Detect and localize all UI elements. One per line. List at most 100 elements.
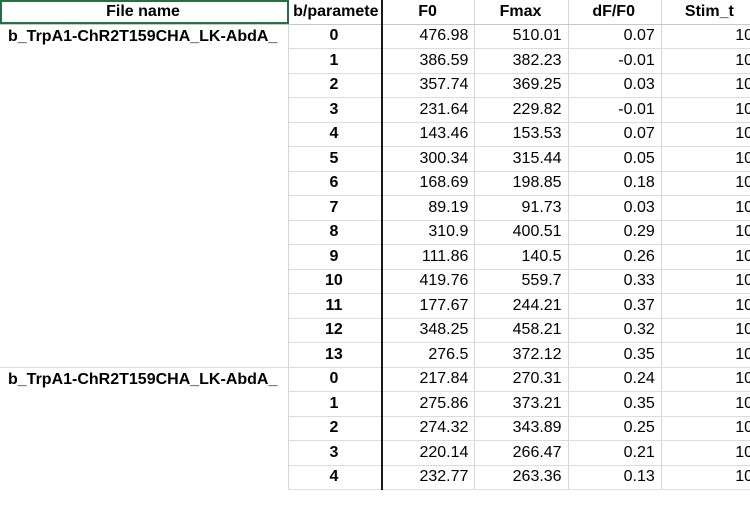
cell-df-f0[interactable]: 0.37 xyxy=(568,293,662,319)
cell-df-f0[interactable]: 0.07 xyxy=(568,122,662,147)
cell-stim-t[interactable]: 10 xyxy=(661,465,750,490)
cell-fmax[interactable]: 458.21 xyxy=(474,318,569,343)
cell-df-f0[interactable]: 0.07 xyxy=(568,24,662,49)
cell-parameter[interactable]: 0 xyxy=(288,367,383,392)
cell-parameter[interactable]: 1 xyxy=(288,391,383,417)
cell-parameter[interactable]: 8 xyxy=(288,220,383,245)
cell-f0[interactable]: 220.14 xyxy=(381,440,476,466)
cell-fmax[interactable]: 263.36 xyxy=(474,465,569,490)
cell-df-f0[interactable]: 0.05 xyxy=(568,146,662,172)
cell-fmax[interactable]: 91.73 xyxy=(474,195,569,221)
cell-fmax[interactable]: 315.44 xyxy=(474,146,569,172)
cell-f0[interactable]: 177.67 xyxy=(381,293,476,319)
cell-file-name[interactable]: b_TrpA1-ChR2T159CHA_LK-AbdA_ xyxy=(0,23,290,49)
cell-file-name[interactable] xyxy=(0,391,290,416)
cell-f0[interactable]: 143.46 xyxy=(381,122,476,147)
cell-file-name[interactable] xyxy=(0,465,290,490)
cell-fmax[interactable]: 153.53 xyxy=(474,122,569,147)
cell-fmax[interactable]: 372.12 xyxy=(474,342,569,368)
cell-file-name[interactable] xyxy=(0,318,290,343)
cell-stim-t[interactable]: 10 xyxy=(661,367,750,392)
cell-file-name[interactable] xyxy=(0,97,290,122)
cell-parameter[interactable]: 2 xyxy=(288,416,383,441)
cell-stim-t[interactable]: 10 xyxy=(661,416,750,441)
cell-f0[interactable]: 300.34 xyxy=(381,146,476,172)
cell-parameter[interactable]: 11 xyxy=(288,293,383,319)
cell-df-f0[interactable]: 0.21 xyxy=(568,440,662,466)
cell-stim-t[interactable]: 10 xyxy=(661,24,750,49)
header-df-f0[interactable]: dF/F0 xyxy=(568,0,662,25)
cell-stim-t[interactable]: 10 xyxy=(661,97,750,123)
cell-fmax[interactable]: 382.23 xyxy=(474,48,569,74)
cell-parameter[interactable]: 10 xyxy=(288,269,383,294)
cell-df-f0[interactable]: 0.03 xyxy=(568,73,662,98)
cell-f0[interactable]: 274.32 xyxy=(381,416,476,441)
cell-file-name[interactable] xyxy=(0,48,290,73)
cell-file-name[interactable] xyxy=(0,73,290,98)
cell-fmax[interactable]: 140.5 xyxy=(474,244,569,270)
cell-df-f0[interactable]: 0.18 xyxy=(568,171,662,196)
cell-f0[interactable]: 231.64 xyxy=(381,97,476,123)
cell-parameter[interactable]: 13 xyxy=(288,342,383,368)
cell-file-name[interactable] xyxy=(0,220,290,245)
cell-fmax[interactable]: 369.25 xyxy=(474,73,569,98)
cell-parameter[interactable]: 5 xyxy=(288,146,383,172)
cell-fmax[interactable]: 400.51 xyxy=(474,220,569,245)
cell-fmax[interactable]: 343.89 xyxy=(474,416,569,441)
cell-df-f0[interactable]: -0.01 xyxy=(568,48,662,74)
cell-file-name[interactable] xyxy=(0,293,290,318)
cell-stim-t[interactable]: 10 xyxy=(661,342,750,368)
cell-stim-t[interactable]: 10 xyxy=(661,220,750,245)
cell-fmax[interactable]: 244.21 xyxy=(474,293,569,319)
cell-df-f0[interactable]: 0.25 xyxy=(568,416,662,441)
cell-stim-t[interactable]: 10 xyxy=(661,269,750,294)
cell-fmax[interactable]: 510.01 xyxy=(474,24,569,49)
cell-stim-t[interactable]: 10 xyxy=(661,391,750,417)
cell-f0[interactable]: 111.86 xyxy=(381,244,476,270)
cell-f0[interactable]: 275.86 xyxy=(381,391,476,417)
cell-f0[interactable]: 386.59 xyxy=(381,48,476,74)
cell-df-f0[interactable]: 0.35 xyxy=(568,342,662,368)
cell-parameter[interactable]: 2 xyxy=(288,73,383,98)
cell-parameter[interactable]: 7 xyxy=(288,195,383,221)
cell-df-f0[interactable]: 0.35 xyxy=(568,391,662,417)
cell-df-f0[interactable]: 0.33 xyxy=(568,269,662,294)
cell-fmax[interactable]: 270.31 xyxy=(474,367,569,392)
cell-file-name[interactable] xyxy=(0,146,290,171)
cell-stim-t[interactable]: 10 xyxy=(661,73,750,98)
cell-f0[interactable]: 357.74 xyxy=(381,73,476,98)
cell-df-f0[interactable]: 0.03 xyxy=(568,195,662,221)
cell-parameter[interactable]: 1 xyxy=(288,48,383,74)
cell-stim-t[interactable]: 10 xyxy=(661,195,750,221)
header-file-name[interactable]: File name xyxy=(0,0,290,25)
cell-f0[interactable]: 476.98 xyxy=(381,24,476,49)
header-fmax[interactable]: Fmax xyxy=(474,0,569,25)
cell-stim-t[interactable]: 10 xyxy=(661,171,750,196)
cell-f0[interactable]: 276.5 xyxy=(381,342,476,368)
cell-f0[interactable]: 217.84 xyxy=(381,367,476,392)
cell-fmax[interactable]: 266.47 xyxy=(474,440,569,466)
cell-file-name[interactable] xyxy=(0,269,290,294)
cell-stim-t[interactable]: 10 xyxy=(661,122,750,147)
cell-fmax[interactable]: 229.82 xyxy=(474,97,569,123)
cell-parameter[interactable]: 6 xyxy=(288,171,383,196)
header-f0[interactable]: F0 xyxy=(381,0,476,25)
cell-parameter[interactable]: 12 xyxy=(288,318,383,343)
cell-parameter[interactable]: 4 xyxy=(288,122,383,147)
cell-df-f0[interactable]: 0.29 xyxy=(568,220,662,245)
cell-df-f0[interactable]: 0.24 xyxy=(568,367,662,392)
cell-parameter[interactable]: 3 xyxy=(288,97,383,123)
cell-stim-t[interactable]: 10 xyxy=(661,293,750,319)
cell-f0[interactable]: 419.76 xyxy=(381,269,476,294)
cell-parameter[interactable]: 3 xyxy=(288,440,383,466)
cell-file-name[interactable] xyxy=(0,171,290,196)
header-parameter[interactable]: b/paramete xyxy=(288,0,383,25)
cell-fmax[interactable]: 198.85 xyxy=(474,171,569,196)
cell-f0[interactable]: 89.19 xyxy=(381,195,476,221)
cell-file-name[interactable] xyxy=(0,244,290,269)
cell-file-name[interactable] xyxy=(0,122,290,147)
cell-df-f0[interactable]: 0.13 xyxy=(568,465,662,490)
cell-stim-t[interactable]: 10 xyxy=(661,318,750,343)
cell-file-name[interactable]: b_TrpA1-ChR2T159CHA_LK-AbdA_ xyxy=(0,366,290,392)
cell-f0[interactable]: 168.69 xyxy=(381,171,476,196)
